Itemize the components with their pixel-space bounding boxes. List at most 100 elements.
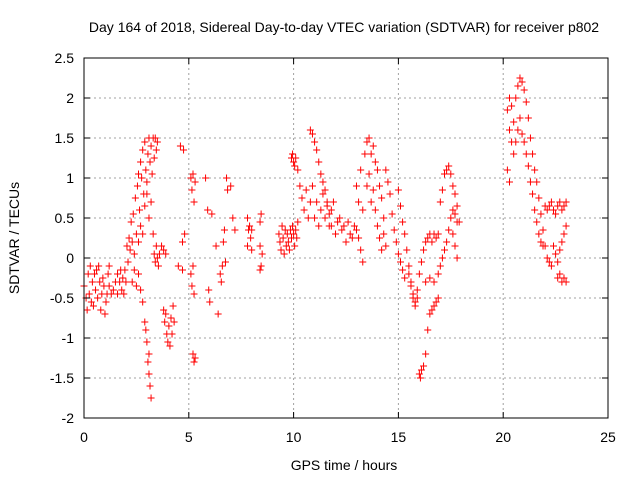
- data-point: [505, 126, 513, 134]
- data-point: [394, 250, 402, 258]
- data-point: [560, 230, 568, 238]
- data-point: [137, 222, 145, 230]
- data-point: [139, 146, 147, 154]
- data-point: [99, 274, 107, 282]
- data-point: [127, 218, 135, 226]
- data-point: [256, 242, 264, 250]
- data-point: [311, 214, 319, 222]
- data-point: [451, 210, 459, 218]
- data-point: [290, 158, 298, 166]
- data-point: [438, 186, 446, 194]
- y-tick-label: 2.5: [55, 50, 75, 66]
- data-point: [148, 170, 156, 178]
- data-point: [357, 166, 365, 174]
- data-point: [169, 302, 177, 310]
- data-point: [223, 174, 231, 182]
- data-point: [132, 230, 140, 238]
- data-point: [101, 310, 109, 318]
- data-point: [143, 178, 151, 186]
- data-point: [84, 270, 92, 278]
- data-point: [291, 162, 299, 170]
- data-point: [445, 162, 453, 170]
- data-point: [95, 262, 103, 270]
- data-point: [139, 230, 147, 238]
- data-point: [258, 250, 266, 258]
- data-point: [164, 338, 172, 346]
- data-point: [512, 138, 520, 146]
- data-point: [531, 166, 539, 174]
- data-point: [139, 298, 147, 306]
- data-point: [422, 278, 430, 286]
- data-point: [399, 218, 407, 226]
- data-point: [277, 246, 285, 254]
- data-point: [306, 126, 314, 134]
- data-point: [302, 186, 310, 194]
- data-point: [187, 270, 195, 278]
- data-point: [133, 182, 141, 190]
- data-point: [545, 202, 553, 210]
- data-point: [371, 206, 379, 214]
- data-point: [336, 214, 344, 222]
- data-point: [449, 182, 457, 190]
- data-point: [174, 262, 182, 270]
- data-point: [130, 266, 138, 274]
- x-tick-label: 25: [600, 429, 616, 445]
- data-point: [510, 118, 518, 126]
- data-point: [371, 158, 379, 166]
- data-point: [422, 238, 430, 246]
- data-point: [292, 154, 300, 162]
- data-point: [204, 206, 212, 214]
- data-point: [550, 242, 558, 250]
- plot-frame: [83, 57, 609, 419]
- data-point: [88, 278, 96, 286]
- data-point: [304, 214, 312, 222]
- data-point: [451, 190, 459, 198]
- data-point: [107, 290, 115, 298]
- data-point: [545, 258, 553, 266]
- data-point: [384, 178, 392, 186]
- data-point: [327, 222, 335, 230]
- data-point: [290, 230, 298, 238]
- data-point: [216, 270, 224, 278]
- data-point: [130, 250, 138, 258]
- data-point: [257, 210, 265, 218]
- data-point: [189, 350, 197, 358]
- data-point: [514, 126, 522, 134]
- data-point: [317, 170, 325, 178]
- data-point: [365, 134, 373, 142]
- data-point: [380, 214, 388, 222]
- data-point: [325, 210, 333, 218]
- data-point: [190, 198, 198, 206]
- chart-title: Day 164 of 2018, Sidereal Day-to-day VTE…: [89, 19, 599, 35]
- data-point: [518, 78, 526, 86]
- data-point: [317, 206, 325, 214]
- data-point: [136, 206, 144, 214]
- data-point: [294, 166, 302, 174]
- y-tick-label: 0: [66, 250, 74, 266]
- data-point: [373, 166, 381, 174]
- data-point: [315, 222, 323, 230]
- data-point: [516, 114, 524, 122]
- data-point: [443, 238, 451, 246]
- data-point: [392, 238, 400, 246]
- data-point: [357, 246, 365, 254]
- data-point: [161, 318, 169, 326]
- data-point: [208, 210, 216, 218]
- data-point: [338, 226, 346, 234]
- data-point: [158, 242, 166, 250]
- data-point: [319, 178, 327, 186]
- data-point: [167, 314, 175, 322]
- data-point: [168, 330, 176, 338]
- data-point: [321, 214, 329, 222]
- data-point: [279, 234, 287, 242]
- data-point: [453, 254, 461, 262]
- data-point: [296, 182, 304, 190]
- data-point: [114, 290, 122, 298]
- data-point: [142, 166, 150, 174]
- data-point: [122, 278, 130, 286]
- data-point: [550, 206, 558, 214]
- x-tick-label: 20: [495, 429, 511, 445]
- data-point: [352, 182, 360, 190]
- y-tick-label: 1: [66, 170, 74, 186]
- data-point: [396, 202, 404, 210]
